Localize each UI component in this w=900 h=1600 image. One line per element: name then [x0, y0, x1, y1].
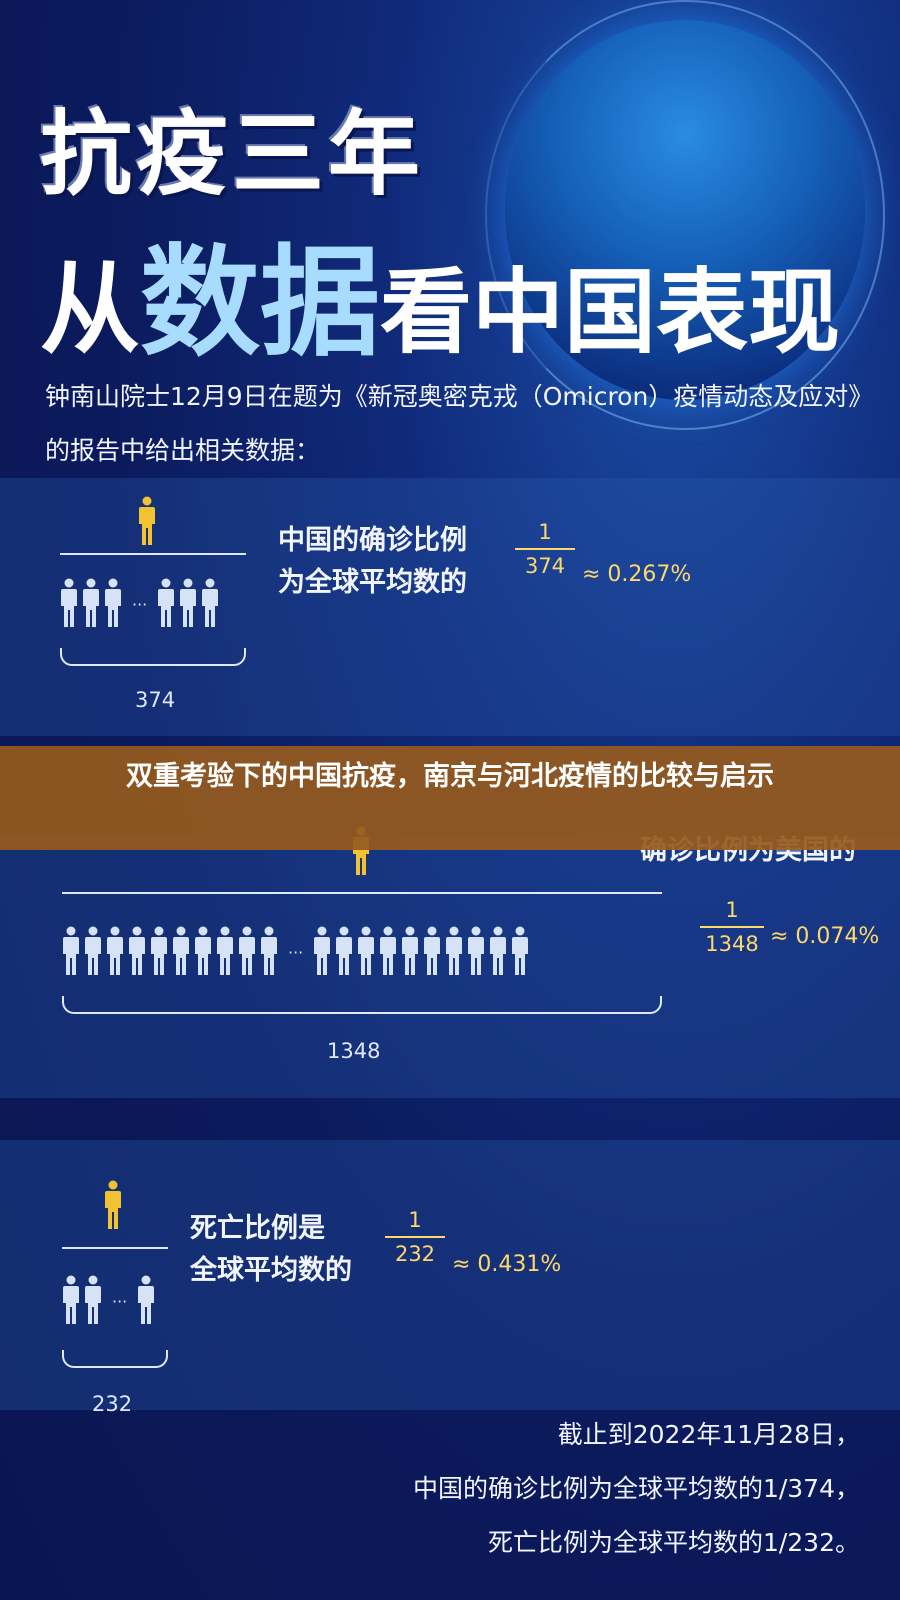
divider [62, 892, 662, 894]
person-icon [401, 926, 419, 980]
person-icon [84, 926, 102, 980]
person-icon [60, 578, 78, 632]
person-icon [106, 926, 124, 980]
person-icon [313, 926, 331, 980]
person-icon [194, 926, 212, 980]
count-label: 232 [92, 1392, 133, 1416]
person-row: ··· [60, 578, 219, 632]
person-icon [445, 926, 463, 980]
divider [60, 553, 246, 555]
fraction: 1 232 [385, 1208, 445, 1266]
title-line2: 从数据看中国表现 [40, 234, 841, 373]
person-icon [157, 578, 175, 632]
title-line1: 抗疫三年 [40, 101, 425, 208]
panel-label: 死亡比例是 全球平均数的 [190, 1213, 352, 1286]
count-label: 374 [135, 688, 176, 712]
person-icon [335, 926, 353, 980]
person-icon [357, 926, 375, 980]
person-row: ··· [62, 1275, 155, 1329]
article-title-banner[interactable]: 双重考验下的中国抗疫，南京与河北疫情的比较与启示 [0, 746, 900, 850]
person-icon [260, 926, 278, 980]
panel-china-deaths: ··· 232 死亡比例是 全球平均数的 1 232 ≈ 0.431% [0, 1140, 900, 1416]
person-icon [238, 926, 256, 980]
count-label: 1348 [327, 1039, 381, 1063]
brace [62, 996, 662, 1014]
person-icon [216, 926, 234, 980]
ellipsis: ··· [112, 1292, 128, 1311]
footer-text: 截止到2022年11月28日， 中国的确诊比例为全球平均数的1/374， 死亡比… [412, 1420, 860, 1557]
person-icon [84, 1275, 102, 1329]
fraction: 1 1348 [700, 898, 764, 956]
person-icon [62, 926, 80, 980]
globe-image [505, 20, 865, 400]
intro-text: 钟南山院士12月9日在题为《新冠奥密克戎（Omicron）疫情动态及应对》的报告… [45, 382, 874, 465]
person-icon-highlight [138, 496, 156, 550]
person-icon [423, 926, 441, 980]
person-icon-highlight [104, 1180, 122, 1234]
approx-value: ≈ 0.074% [770, 924, 880, 949]
person-icon [467, 926, 485, 980]
fraction: 1 374 [515, 520, 575, 578]
approx-value: ≈ 0.267% [582, 562, 692, 587]
person-icon [150, 926, 168, 980]
person-icon [104, 578, 122, 632]
panel-label: 中国的确诊比例 为全球平均数的 [278, 525, 467, 598]
brace [60, 648, 246, 666]
person-icon [179, 578, 197, 632]
person-icon [128, 926, 146, 980]
divider [62, 1247, 168, 1249]
person-icon [62, 1275, 80, 1329]
globe-ring [485, 0, 885, 430]
person-icon [201, 578, 219, 632]
ellipsis: ··· [288, 943, 304, 962]
person-icon [137, 1275, 155, 1329]
ellipsis: ··· [132, 595, 148, 614]
person-icon [489, 926, 507, 980]
panel-us-comparison: ··· 1348 确诊比例为美国的 1 1348 ≈ 0.074% [0, 835, 900, 1098]
person-icon [511, 926, 529, 980]
brace [62, 1350, 168, 1368]
person-row: ··· [62, 926, 529, 980]
person-icon [172, 926, 190, 980]
person-icon [379, 926, 397, 980]
person-icon [82, 578, 100, 632]
panel-china-confirmed: ··· 374 中国的确诊比例 为全球平均数的 1 374 ≈ 0.267% [0, 478, 900, 736]
approx-value: ≈ 0.431% [452, 1252, 562, 1277]
